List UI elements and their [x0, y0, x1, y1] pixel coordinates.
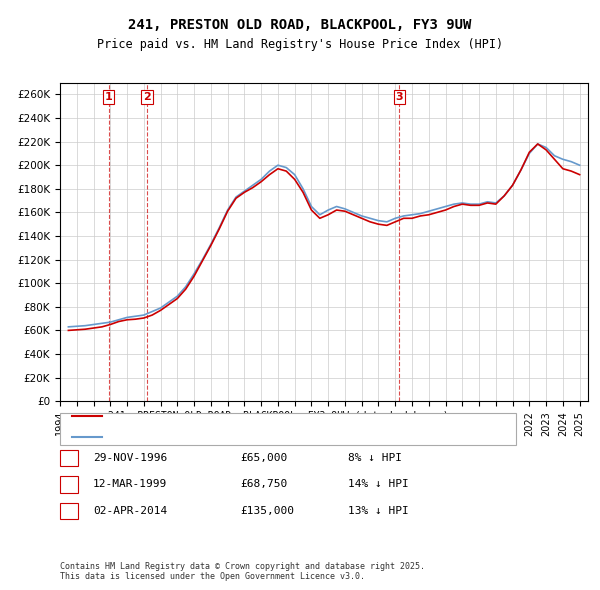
Text: 12-MAR-1999: 12-MAR-1999	[93, 480, 167, 489]
Text: 241, PRESTON OLD ROAD, BLACKPOOL, FY3 9UW: 241, PRESTON OLD ROAD, BLACKPOOL, FY3 9U…	[128, 18, 472, 32]
Text: £68,750: £68,750	[240, 480, 287, 489]
Text: 241, PRESTON OLD ROAD, BLACKPOOL, FY3 9UW (detached house): 241, PRESTON OLD ROAD, BLACKPOOL, FY3 9U…	[108, 411, 449, 421]
Text: £65,000: £65,000	[240, 453, 287, 463]
Text: 14% ↓ HPI: 14% ↓ HPI	[348, 480, 409, 489]
Text: 2: 2	[65, 480, 73, 489]
Text: 3: 3	[395, 92, 403, 102]
Text: 2: 2	[143, 92, 151, 102]
Text: £135,000: £135,000	[240, 506, 294, 516]
Text: 29-NOV-1996: 29-NOV-1996	[93, 453, 167, 463]
Text: 13% ↓ HPI: 13% ↓ HPI	[348, 506, 409, 516]
Text: 1: 1	[105, 92, 113, 102]
Text: 3: 3	[65, 506, 73, 516]
Text: Contains HM Land Registry data © Crown copyright and database right 2025.
This d: Contains HM Land Registry data © Crown c…	[60, 562, 425, 581]
Text: 02-APR-2014: 02-APR-2014	[93, 506, 167, 516]
Text: 8% ↓ HPI: 8% ↓ HPI	[348, 453, 402, 463]
Text: 1: 1	[65, 453, 73, 463]
Text: Price paid vs. HM Land Registry's House Price Index (HPI): Price paid vs. HM Land Registry's House …	[97, 38, 503, 51]
Text: HPI: Average price, detached house, Blackpool: HPI: Average price, detached house, Blac…	[108, 432, 373, 441]
